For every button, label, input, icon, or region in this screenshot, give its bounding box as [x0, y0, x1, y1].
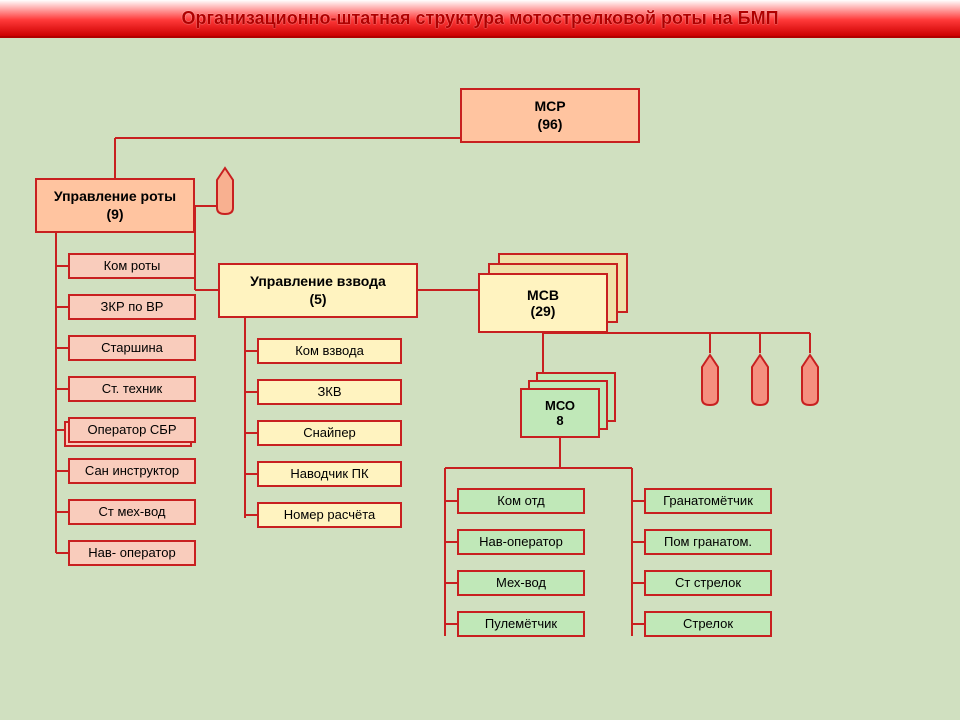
page-title: Организационно-штатная структура мотостр… — [181, 8, 778, 29]
node-msv-stack: МСВ (29) — [478, 253, 628, 333]
squad-left-item-3: Пулемётчик — [457, 611, 585, 637]
squad-left-item-1: Нав-оператор — [457, 529, 585, 555]
squad-right-item-2: Ст стрелок — [644, 570, 772, 596]
company-item-7: Нав- оператор — [68, 540, 196, 566]
company-item-4: Оператор СБР — [68, 417, 196, 443]
mso-count: 8 — [556, 413, 563, 428]
msr-label: МСР — [534, 98, 565, 116]
bmp-icon-2 — [748, 353, 772, 413]
platoon-item-3: Наводчик ПК — [257, 461, 402, 487]
bmp-icon-3 — [798, 353, 822, 413]
platoon-item-2: Снайпер — [257, 420, 402, 446]
msv-count: (29) — [531, 303, 556, 319]
squad-left-item-0: Ком отд — [457, 488, 585, 514]
company-item-5: Сан инструктор — [68, 458, 196, 484]
node-company-mgmt: Управление роты (9) — [35, 178, 195, 233]
platoon-mgmt-label: Управление взвода — [250, 273, 386, 291]
squad-right-item-1: Пом гранатом. — [644, 529, 772, 555]
platoon-item-0: Ком взвода — [257, 338, 402, 364]
company-mgmt-label: Управление роты — [54, 188, 176, 206]
platoon-item-1: ЗКВ — [257, 379, 402, 405]
node-msr: МСР (96) — [460, 88, 640, 143]
squad-left-item-2: Мех-вод — [457, 570, 585, 596]
title-bar: Организационно-штатная структура мотостр… — [0, 0, 960, 38]
bmp-icon — [213, 166, 237, 221]
squad-right-item-3: Стрелок — [644, 611, 772, 637]
company-item-6: Ст мех-вод — [68, 499, 196, 525]
company-item-0: Ком роты — [68, 253, 196, 279]
platoon-mgmt-count: (5) — [309, 291, 326, 309]
company-mgmt-count: (9) — [106, 206, 123, 224]
squad-right-item-0: Гранатомётчик — [644, 488, 772, 514]
mso-label: МСО — [545, 398, 575, 413]
company-item-2: Старшина — [68, 335, 196, 361]
node-mso-stack: МСО 8 — [520, 372, 616, 438]
org-chart-canvas: МСР (96) Управление роты (9) Управление … — [0, 38, 960, 720]
company-item-1: ЗКР по ВР — [68, 294, 196, 320]
msr-count: (96) — [538, 116, 563, 134]
msv-label: МСВ — [527, 287, 559, 303]
platoon-item-4: Номер расчёта — [257, 502, 402, 528]
bmp-icon-1 — [698, 353, 722, 413]
company-item-3: Ст. техник — [68, 376, 196, 402]
node-platoon-mgmt: Управление взвода (5) — [218, 263, 418, 318]
